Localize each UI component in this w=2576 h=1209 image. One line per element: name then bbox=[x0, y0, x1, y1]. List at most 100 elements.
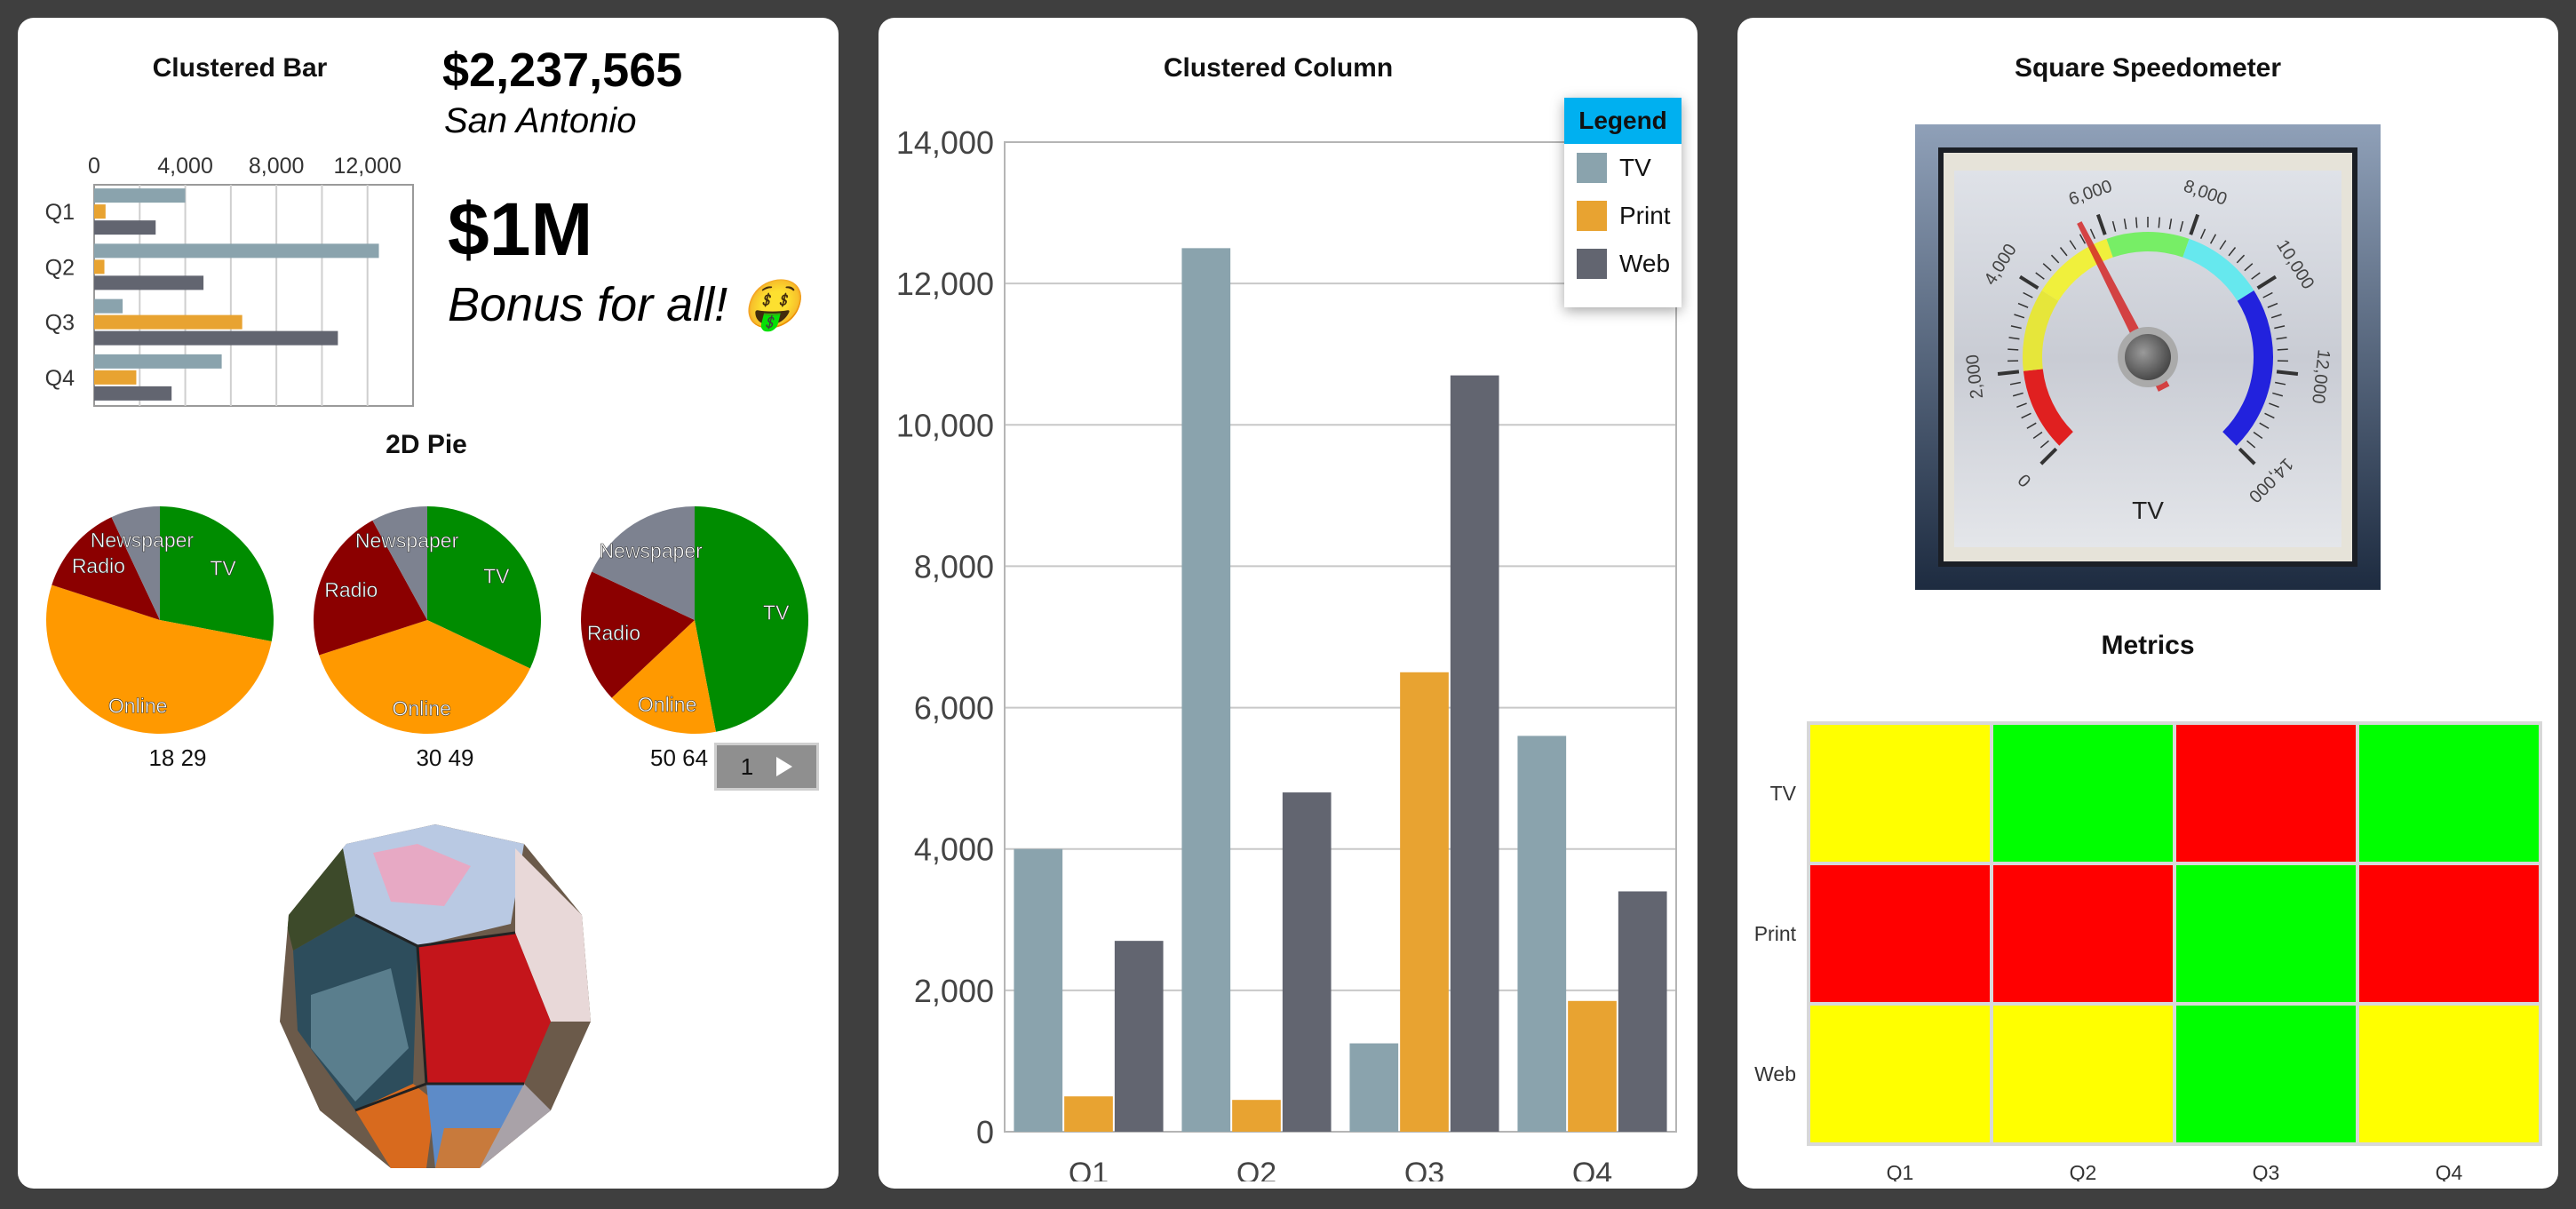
gauge-tick bbox=[2111, 220, 2117, 232]
bar-plot-border bbox=[93, 184, 414, 407]
column-category-label: Q1 bbox=[1069, 1157, 1109, 1181]
pie-slice-newspaper[interactable] bbox=[372, 506, 427, 620]
heatmap-cell-web-q4[interactable] bbox=[2359, 1006, 2539, 1142]
pie-slice-newspaper[interactable] bbox=[592, 506, 695, 620]
bar-x-tick-label: 12,000 bbox=[333, 154, 401, 179]
bar-web-q4[interactable] bbox=[94, 386, 172, 401]
gauge-band bbox=[2041, 238, 2113, 301]
face-red-berries bbox=[417, 933, 551, 1084]
column-tv-q1[interactable] bbox=[1014, 848, 1063, 1132]
kpi-amount: $2,237,565 bbox=[442, 44, 683, 97]
pager-page-number: 1 bbox=[740, 752, 754, 780]
column-y-tick-label: 12,000 bbox=[896, 266, 994, 302]
heatmap-col-label: Q1 bbox=[1887, 1161, 1914, 1181]
column-tv-q3[interactable] bbox=[1349, 1043, 1399, 1132]
column-print-q4[interactable] bbox=[1568, 1000, 1617, 1132]
pie-slice-radio[interactable] bbox=[314, 520, 427, 656]
bar-category-label: Q4 bbox=[45, 366, 75, 391]
gauge-tick bbox=[2010, 325, 2022, 330]
bar-print-q4[interactable] bbox=[94, 370, 137, 385]
column-print-q3[interactable] bbox=[1400, 672, 1449, 1132]
column-print-q2[interactable] bbox=[1232, 1100, 1281, 1132]
kpi-bonus-text: Bonus for all! 🤑 bbox=[448, 277, 800, 333]
gauge-tick bbox=[2209, 234, 2217, 244]
bar-tv-q3[interactable] bbox=[94, 298, 123, 314]
gauge-band bbox=[2106, 232, 2190, 258]
pie-slice-tv[interactable] bbox=[160, 506, 274, 641]
pie-slice-online[interactable] bbox=[319, 620, 530, 734]
gauge-band bbox=[2023, 290, 2059, 371]
heatmap-cell-print-q2[interactable] bbox=[1993, 865, 2173, 1002]
gauge-tick bbox=[2026, 422, 2037, 429]
bar-tv-q2[interactable] bbox=[94, 243, 379, 259]
pie-slice-online[interactable] bbox=[45, 585, 272, 735]
gauge-tick bbox=[2168, 219, 2173, 230]
bar-category-label: Q3 bbox=[45, 311, 75, 336]
kpi-bonus-label: Bonus for all! bbox=[448, 278, 728, 331]
pie-slice-label: Radio bbox=[72, 554, 125, 577]
pie-slice-newspaper[interactable] bbox=[111, 506, 160, 620]
money-face-emoji-icon: 🤑 bbox=[741, 278, 801, 331]
bar-print-q1[interactable] bbox=[94, 204, 106, 219]
bar-tv-q1[interactable] bbox=[94, 188, 186, 203]
gauge-tick bbox=[2079, 234, 2087, 244]
bar-web-q1[interactable] bbox=[94, 220, 156, 235]
pie-slice-tv[interactable] bbox=[695, 506, 808, 732]
pie-slice-label: Newspaper bbox=[599, 539, 703, 562]
play-next-icon[interactable] bbox=[776, 757, 793, 776]
polyhedron-faces bbox=[280, 824, 591, 1168]
gauge-tick bbox=[2259, 422, 2270, 429]
gauge-tick bbox=[2009, 381, 2021, 386]
pie-slice-online[interactable] bbox=[611, 620, 716, 734]
gauge-tick bbox=[2236, 254, 2246, 264]
face-fjord-water bbox=[311, 968, 409, 1102]
gauge-tick bbox=[2095, 213, 2107, 235]
column-tv-q2[interactable] bbox=[1181, 248, 1231, 1132]
heatmap-cell-tv-q1[interactable] bbox=[1810, 725, 1990, 862]
edge-2 bbox=[417, 931, 516, 948]
column-web-q4[interactable] bbox=[1618, 891, 1667, 1132]
gauge-tick bbox=[2199, 228, 2206, 240]
pie-pager-button[interactable]: 1 bbox=[714, 743, 819, 791]
bar-web-q2[interactable] bbox=[94, 275, 204, 290]
heatmap-cell-print-q1[interactable] bbox=[1810, 865, 1990, 1002]
kpi-city: San Antonio bbox=[444, 101, 637, 140]
column-web-q3[interactable] bbox=[1450, 375, 1499, 1133]
bar-category-label: Q2 bbox=[45, 255, 75, 280]
middle-panel: Clustered Column 0 2,000 4,000 6,000 8,000 10… bbox=[879, 18, 1697, 1189]
gauge-tick bbox=[2251, 272, 2261, 280]
pie-slice-radio[interactable] bbox=[581, 571, 695, 698]
speedometer-title: Square Speedometer bbox=[2014, 53, 2282, 83]
heatmap-cell-tv-q2[interactable] bbox=[1993, 725, 2173, 862]
heatmap-cell-tv-q3[interactable] bbox=[2176, 725, 2356, 862]
bar-tv-q4[interactable] bbox=[94, 354, 222, 369]
heatmap-cell-web-q1[interactable] bbox=[1810, 1006, 1990, 1142]
heatmap-cell-web-q2[interactable] bbox=[1993, 1006, 2173, 1142]
heatmap-cell-print-q3[interactable] bbox=[2176, 865, 2356, 1002]
pie-slice-label: TV bbox=[763, 601, 790, 624]
bar-web-q3[interactable] bbox=[94, 330, 338, 346]
column-tv-q4[interactable] bbox=[1517, 736, 1567, 1132]
gauge-tick bbox=[2246, 440, 2256, 449]
heatmap-cell-web-q3[interactable] bbox=[2176, 1006, 2356, 1142]
metrics-heatmap: TV Print Web Q1 Q2 Q3 Q4 bbox=[1754, 721, 2542, 1181]
bar-print-q3[interactable] bbox=[94, 314, 242, 330]
gauge-tick bbox=[2272, 392, 2284, 397]
gauge-tick bbox=[2244, 263, 2254, 272]
gauge-tick bbox=[2228, 247, 2237, 257]
bar-print-q2[interactable] bbox=[94, 259, 105, 274]
pie-slice-radio[interactable] bbox=[52, 517, 160, 620]
pie-slice-label: Online bbox=[108, 695, 167, 718]
bar-x-tick-label: 4,000 bbox=[157, 154, 213, 179]
gauge-tick bbox=[2275, 381, 2286, 386]
column-print-q1[interactable] bbox=[1064, 1096, 1113, 1132]
pie-slice-label: TV bbox=[483, 565, 510, 588]
column-web-q2[interactable] bbox=[1282, 792, 1332, 1132]
heatmap-cell-tv-q4[interactable] bbox=[2359, 725, 2539, 862]
column-web-q1[interactable] bbox=[1114, 941, 1164, 1132]
column-legend: Legend TV Print Web bbox=[1564, 98, 1682, 307]
gauge-tick bbox=[2277, 348, 2288, 351]
heatmap-col-label: Q2 bbox=[2070, 1161, 2097, 1181]
heatmap-cell-print-q4[interactable] bbox=[2359, 865, 2539, 1002]
pie-slice-tv[interactable] bbox=[427, 506, 541, 669]
